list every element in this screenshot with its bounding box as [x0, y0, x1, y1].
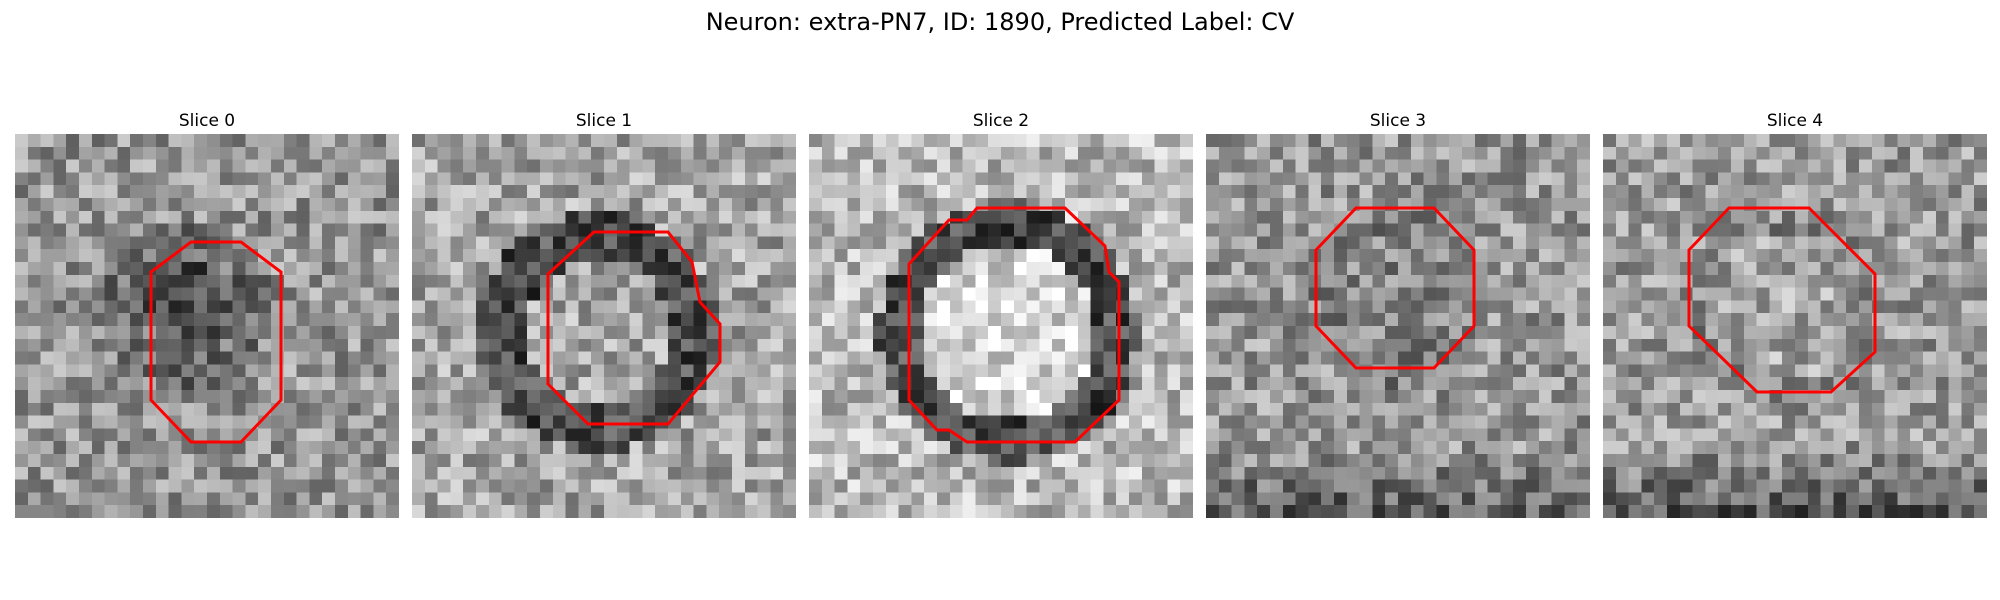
contour-overlay — [1687, 206, 1877, 394]
slice-panel-4: Slice 4 — [1603, 108, 1987, 518]
em-image — [15, 134, 399, 518]
contour-overlay — [149, 240, 283, 444]
figure-title: Neuron: extra-PN7, ID: 1890, Predicted L… — [705, 8, 1295, 36]
cell-contour — [907, 206, 1121, 444]
em-image — [1603, 134, 1987, 518]
slice-image-2 — [809, 134, 1193, 518]
slice-title: Slice 0 — [178, 111, 236, 131]
contour-overlay — [1314, 206, 1476, 370]
cell-contour — [1687, 206, 1877, 394]
slice-title: Slice 2 — [972, 111, 1030, 131]
slice-image-3 — [1206, 134, 1590, 518]
em-image — [1206, 134, 1590, 518]
em-image — [809, 134, 1193, 518]
slice-panel-3: Slice 3 — [1206, 108, 1590, 518]
slice-title: Slice 4 — [1766, 111, 1824, 131]
contour-overlay — [907, 206, 1121, 444]
contour-overlay — [546, 230, 722, 426]
slice-panel-1: Slice 1 — [412, 108, 796, 518]
slice-image-1 — [412, 134, 796, 518]
slice-title: Slice 3 — [1369, 111, 1427, 131]
slice-image-4 — [1603, 134, 1987, 518]
slice-panel-2: Slice 2 — [809, 108, 1193, 518]
cell-contour — [149, 240, 283, 444]
cell-contour — [1314, 206, 1476, 370]
slice-title: Slice 1 — [575, 111, 633, 131]
slice-image-0 — [15, 134, 399, 518]
em-image — [412, 134, 796, 518]
slice-panel-0: Slice 0 — [15, 108, 399, 518]
cell-contour — [546, 230, 722, 426]
